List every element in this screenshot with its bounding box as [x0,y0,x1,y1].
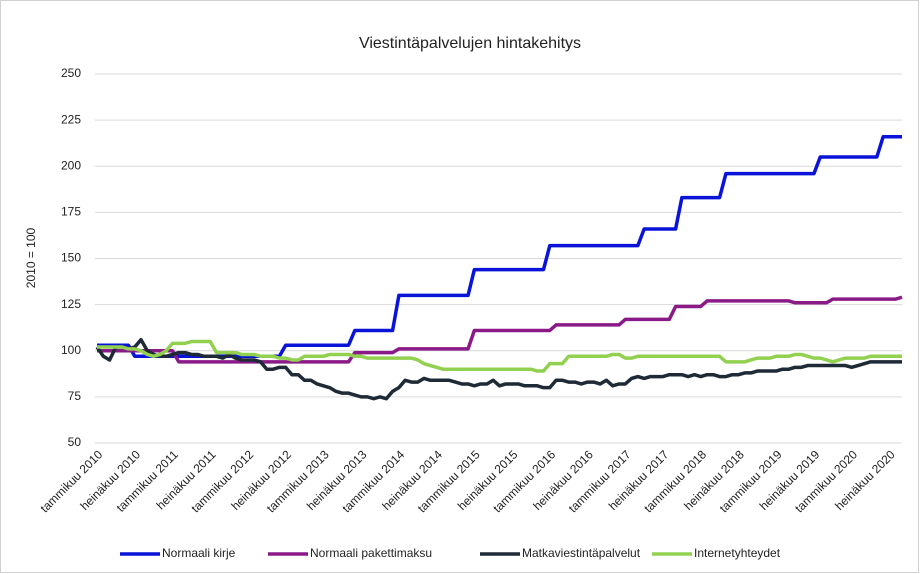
legend-label: Normaali kirje [162,546,236,560]
series-line [97,339,902,373]
y-tick-label: 150 [61,251,81,265]
chart-title: Viestintäpalvelujen hintakehitys [359,35,581,52]
y-tick-label: 175 [61,205,81,219]
y-tick-label: 50 [68,435,82,449]
series-line [97,295,903,364]
y-tick-label: 100 [61,343,81,357]
y-axis-label: 2010 = 100 [24,227,38,288]
y-tick-label: 225 [61,112,81,126]
y-tick-label: 250 [61,66,81,80]
series-line [95,337,902,401]
y-tick-label: 75 [68,389,82,403]
y-tick-label: 200 [61,158,81,172]
y-tick-label: 125 [61,297,81,311]
legend-label: Internetyhteydet [694,546,781,560]
legend-label: Normaali pakettimaksu [310,546,432,560]
legend-label: Matkaviestintäpalvelut [522,546,641,560]
